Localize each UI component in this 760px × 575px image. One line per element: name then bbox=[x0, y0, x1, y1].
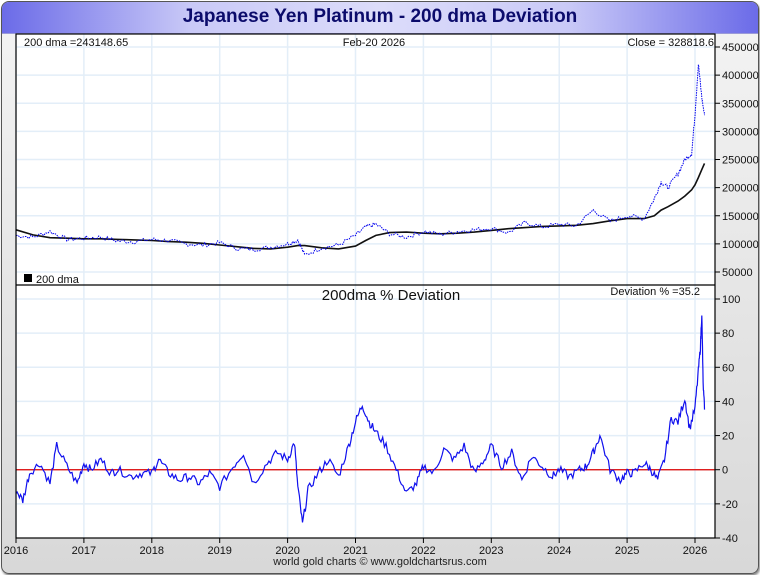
x-tick-label: 2016 bbox=[4, 545, 28, 557]
series-group bbox=[15, 64, 706, 523]
date-label: Feb-20 2026 bbox=[343, 37, 405, 49]
x-tick-label: 2023 bbox=[479, 545, 503, 557]
deviation-value-label: Deviation % =35.2 bbox=[610, 286, 700, 298]
y-tick-label-upper: 50000 bbox=[722, 267, 753, 279]
x-tick-label: 2018 bbox=[140, 545, 164, 557]
title-bar: Japanese Yen Platinum - 200 dma Deviatio… bbox=[2, 2, 758, 34]
close-value-label: Close = 328818.6 bbox=[627, 37, 714, 49]
legend-dma-swatch bbox=[24, 274, 32, 282]
dma-value-label: 200 dma =243148.65 bbox=[24, 37, 128, 49]
y-tick-label-upper: 250000 bbox=[722, 155, 759, 167]
y-tick-label-upper: 200000 bbox=[722, 183, 759, 195]
deviation-line bbox=[15, 315, 706, 523]
x-tick-label: 2017 bbox=[72, 545, 96, 557]
close-price-line bbox=[15, 64, 705, 255]
x-tick-label: 2020 bbox=[275, 545, 299, 557]
y-tick-label-upper: 150000 bbox=[722, 211, 759, 223]
y-tick-label-lower: 40 bbox=[722, 396, 734, 408]
legend-dma-label: 200 dma bbox=[36, 274, 80, 286]
x-tick-label: 2021 bbox=[343, 545, 367, 557]
x-tick-label: 2019 bbox=[207, 545, 231, 557]
x-tick-label: 2026 bbox=[683, 545, 707, 557]
x-tick-label: 2024 bbox=[547, 545, 571, 557]
y-tick-label-lower: 60 bbox=[722, 362, 734, 374]
y-tick-label-lower: -40 bbox=[722, 533, 738, 545]
x-tick-label: 2025 bbox=[615, 545, 639, 557]
y-tick-label-upper: 100000 bbox=[722, 239, 759, 251]
y-tick-label-lower: 20 bbox=[722, 431, 734, 443]
y-tick-label-lower: 80 bbox=[722, 328, 734, 340]
y-tick-label-lower: 0 bbox=[722, 465, 728, 477]
y-tick-label-upper: 300000 bbox=[722, 126, 759, 138]
chart-title: Japanese Yen Platinum - 200 dma Deviatio… bbox=[182, 6, 578, 27]
y-tick-label-upper: 400000 bbox=[722, 70, 759, 82]
y-tick-label-lower: -20 bbox=[722, 499, 738, 511]
y-tick-label-lower: 100 bbox=[722, 294, 740, 306]
axis-ticks: 2016 2017 2018 2019 2020 2021 2022 2023 2024 2025… bbox=[4, 42, 759, 557]
lower-panel bbox=[16, 285, 715, 538]
deviation-panel-title: 200dma % Deviation bbox=[322, 287, 460, 304]
dma-line bbox=[15, 163, 706, 250]
footer-credit: world gold charts © www.goldchartsrus.co… bbox=[273, 556, 487, 568]
y-tick-label-upper: 350000 bbox=[722, 98, 759, 110]
y-tick-label-upper: 450000 bbox=[722, 42, 759, 54]
plot-border bbox=[15, 33, 716, 539]
x-tick-label: 2022 bbox=[411, 545, 435, 557]
